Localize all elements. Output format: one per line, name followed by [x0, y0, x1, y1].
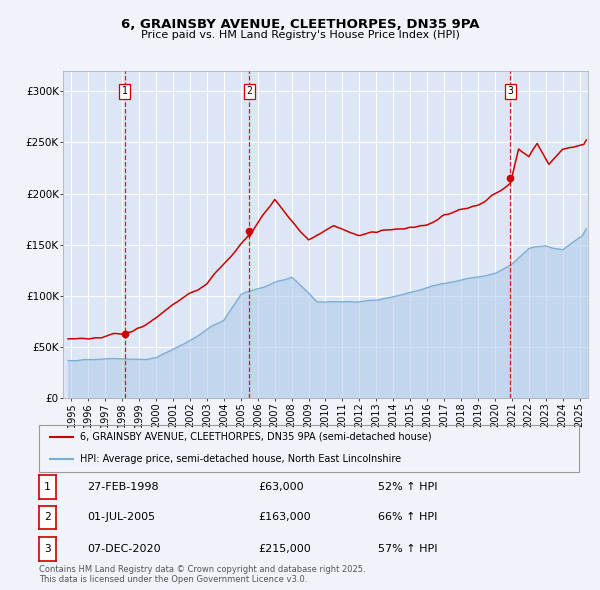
Text: 6, GRAINSBY AVENUE, CLEETHORPES, DN35 9PA (semi-detached house): 6, GRAINSBY AVENUE, CLEETHORPES, DN35 9P…: [79, 432, 431, 441]
Text: 3: 3: [44, 544, 51, 553]
Text: Price paid vs. HM Land Registry's House Price Index (HPI): Price paid vs. HM Land Registry's House …: [140, 30, 460, 40]
Text: 01-JUL-2005: 01-JUL-2005: [87, 513, 155, 522]
Text: 2: 2: [247, 86, 252, 96]
Text: £163,000: £163,000: [258, 513, 311, 522]
Text: Contains HM Land Registry data © Crown copyright and database right 2025.
This d: Contains HM Land Registry data © Crown c…: [39, 565, 365, 584]
Text: 2: 2: [44, 513, 51, 522]
Text: 3: 3: [508, 86, 514, 96]
Text: 6, GRAINSBY AVENUE, CLEETHORPES, DN35 9PA: 6, GRAINSBY AVENUE, CLEETHORPES, DN35 9P…: [121, 18, 479, 31]
Text: £215,000: £215,000: [258, 544, 311, 553]
Text: 57% ↑ HPI: 57% ↑ HPI: [378, 544, 437, 553]
Text: 1: 1: [44, 482, 51, 491]
Text: 52% ↑ HPI: 52% ↑ HPI: [378, 482, 437, 491]
Text: HPI: Average price, semi-detached house, North East Lincolnshire: HPI: Average price, semi-detached house,…: [79, 454, 401, 464]
Text: 1: 1: [122, 86, 128, 96]
Text: 66% ↑ HPI: 66% ↑ HPI: [378, 513, 437, 522]
Text: 07-DEC-2020: 07-DEC-2020: [87, 544, 161, 553]
Text: £63,000: £63,000: [258, 482, 304, 491]
Text: 27-FEB-1998: 27-FEB-1998: [87, 482, 158, 491]
